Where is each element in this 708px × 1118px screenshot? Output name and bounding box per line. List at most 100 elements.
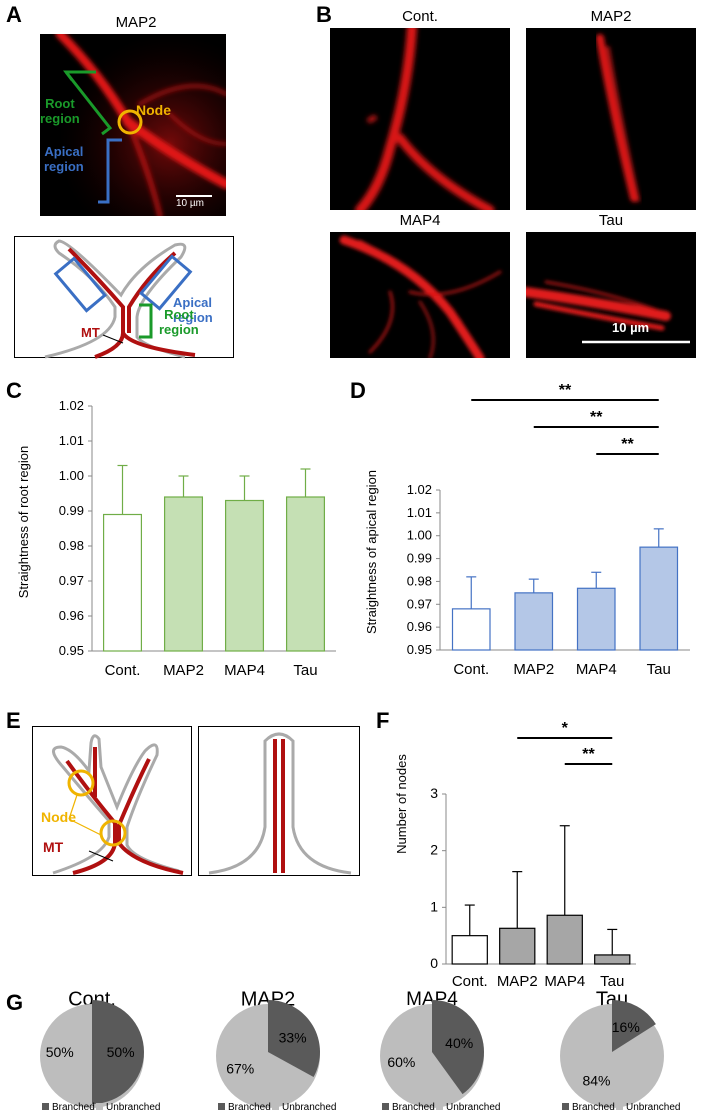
chart-f-sig-label: * bbox=[562, 720, 569, 737]
apical-box-right bbox=[138, 254, 193, 311]
chart-f-bar-cont bbox=[451, 935, 488, 965]
chart-c: Straightness of root region 0.95 0.96 0.97… bbox=[16, 398, 336, 679]
chart-c-xtick-label: MAP4 bbox=[224, 662, 265, 679]
pie-legend-branched: Branched bbox=[228, 1102, 271, 1113]
chart-d-ytick-label: 0.96 bbox=[407, 619, 432, 634]
chart-d-ytick-label: 1.01 bbox=[407, 505, 432, 520]
chart-d-bar-tau bbox=[639, 546, 679, 651]
pie-legend-swatch-branched bbox=[562, 1103, 569, 1110]
root-region-label: Root region bbox=[40, 96, 80, 126]
chart-d-ytick-label: 1.02 bbox=[407, 482, 432, 497]
node-circle-e2 bbox=[99, 819, 127, 847]
pie-label-branched-map2: 33% bbox=[279, 1029, 307, 1045]
chart-c-plot: 0.95 0.96 0.97 0.98 0.99 1.00 1.01 1.02 Cont. MAP… bbox=[59, 398, 336, 679]
pie-slice-branched-tau bbox=[612, 1000, 656, 1052]
chart-c-xtick-label: Tau bbox=[293, 662, 317, 679]
apical-region-label: Apical region bbox=[44, 144, 84, 174]
chart-c-ylabel: Straightness of root region bbox=[16, 446, 31, 598]
chart-d-ytick-label: 0.95 bbox=[407, 642, 432, 657]
diagram-apical-line1: Apical bbox=[173, 295, 213, 310]
micrograph-map2-image bbox=[596, 34, 640, 202]
panel-label-g: G bbox=[6, 990, 24, 1015]
chart-f-ytick-label: 0 bbox=[430, 955, 438, 971]
schematic-diagram-a-drawing bbox=[44, 239, 196, 359]
chart-d-ylabel: Straightness of apical region bbox=[364, 470, 379, 634]
pie-label-unbranched-cont: 50% bbox=[46, 1044, 74, 1060]
micrograph-cont-image bbox=[355, 28, 495, 210]
root-region-bracket-line bbox=[64, 71, 113, 136]
chart-g: Cont.50%50%Branched UnbranchedMAP233%67%B… bbox=[40, 989, 680, 1113]
diagram-root-line2: region bbox=[159, 322, 199, 337]
micrograph-tau: 10 µm bbox=[526, 232, 696, 358]
diagram-mt-label: MT bbox=[81, 325, 100, 340]
pie-legend-unbranched: Unbranched bbox=[282, 1102, 336, 1113]
apical-region-label-line1: Apical bbox=[44, 144, 84, 159]
pie-slice-branched-cont bbox=[92, 1000, 144, 1104]
chart-c-ytick-label: 0.95 bbox=[59, 643, 84, 658]
pie-legend-swatch-unbranched bbox=[616, 1103, 623, 1110]
panel-a-title: MAP2 bbox=[115, 14, 157, 31]
chart-d-xtick-label: MAP2 bbox=[513, 661, 554, 678]
diagram-root-line1: Root bbox=[164, 307, 194, 322]
panel-b-title-tau: Tau bbox=[598, 212, 624, 229]
apical-box-left bbox=[53, 256, 108, 313]
schematic-unbranched bbox=[198, 726, 360, 876]
apical-region-label-line2: region bbox=[44, 159, 84, 174]
panel-label-a: A bbox=[6, 2, 22, 27]
chart-d-bar-map2 bbox=[514, 592, 554, 651]
chart-d-ytick-label: 0.99 bbox=[407, 551, 432, 566]
root-bracket-diagram bbox=[139, 303, 153, 339]
node-circle-e1 bbox=[67, 769, 95, 797]
chart-f-xtick-label: Tau bbox=[600, 973, 624, 990]
map2-micrograph: 10 µm bbox=[40, 34, 226, 216]
schematic-unbranched-drawing bbox=[208, 732, 352, 875]
pie-legend-swatch-unbranched bbox=[272, 1103, 279, 1110]
chart-d-ytick-label: 0.98 bbox=[407, 573, 432, 588]
pie-slice-branched-map2 bbox=[268, 1000, 321, 1078]
chart-c-ytick-label: 0.96 bbox=[59, 608, 84, 623]
chart-d-ytick-label: 1.00 bbox=[407, 528, 432, 543]
pie-label-unbranched-map4: 60% bbox=[387, 1054, 415, 1070]
diagram-apical-line2: region bbox=[173, 310, 213, 325]
chart-d-sig-label: ** bbox=[621, 436, 634, 453]
pie-label-unbranched-map2: 67% bbox=[226, 1060, 254, 1076]
micrograph-map4-image bbox=[339, 235, 502, 358]
chart-d: Straightness of apical region 0.950.960.… bbox=[364, 382, 690, 678]
chart-d-sig-label: ** bbox=[559, 382, 572, 399]
pie-label-unbranched-tau: 84% bbox=[582, 1072, 610, 1088]
chart-c-bar-map4 bbox=[224, 499, 265, 652]
micrograph-tau-image bbox=[526, 280, 690, 344]
panel-label-b: B bbox=[316, 2, 332, 27]
pie-label-branched-tau: 16% bbox=[612, 1019, 640, 1035]
chart-d-ytick-label: 0.97 bbox=[407, 596, 432, 611]
chart-d-xtick-label: MAP4 bbox=[576, 661, 617, 678]
chart-d-plot: 0.95 0.96 0.97 0.98 0.99 1.00 1.01 1.02 Cont. MAP… bbox=[407, 382, 690, 678]
schematic-diagram-a: Apical region Root region MT bbox=[14, 236, 234, 359]
chart-f-bar-map2 bbox=[499, 927, 536, 965]
chart-f-xtick-label: MAP4 bbox=[544, 973, 585, 990]
chart-d-xtick-label: Cont. bbox=[453, 661, 489, 678]
chart-f-ylabel: Number of nodes bbox=[394, 754, 409, 854]
pie-legend-swatch-branched bbox=[218, 1103, 225, 1110]
schematic-branched-drawing bbox=[52, 734, 184, 875]
pie-legend-branched: Branched bbox=[572, 1102, 615, 1113]
chart-d-xtick-label: Tau bbox=[647, 661, 671, 678]
chart-c-xtick-label: MAP2 bbox=[163, 662, 204, 679]
chart-c-ytick-label: 0.99 bbox=[59, 503, 84, 518]
panel-b-title-map4: MAP4 bbox=[399, 212, 441, 229]
chart-c-ytick-label: 1.01 bbox=[59, 433, 84, 448]
map2-micrograph-image bbox=[40, 34, 226, 216]
scale-label-b: 10 µm bbox=[612, 320, 650, 335]
pie-label-branched-map4: 40% bbox=[445, 1035, 473, 1051]
root-region-label-line1: Root bbox=[45, 96, 75, 111]
scale-label-a: 10 µm bbox=[176, 198, 204, 209]
pie-legend-branched: Branched bbox=[392, 1102, 435, 1113]
diagram-apical-label: Apical region bbox=[173, 295, 213, 325]
micrograph-map4 bbox=[330, 232, 510, 358]
pie-legend-swatch-branched bbox=[42, 1103, 49, 1110]
chart-d-bar-cont bbox=[451, 608, 491, 651]
schematic-branched: Node MT bbox=[32, 726, 192, 876]
panel-label-f: F bbox=[376, 708, 390, 733]
